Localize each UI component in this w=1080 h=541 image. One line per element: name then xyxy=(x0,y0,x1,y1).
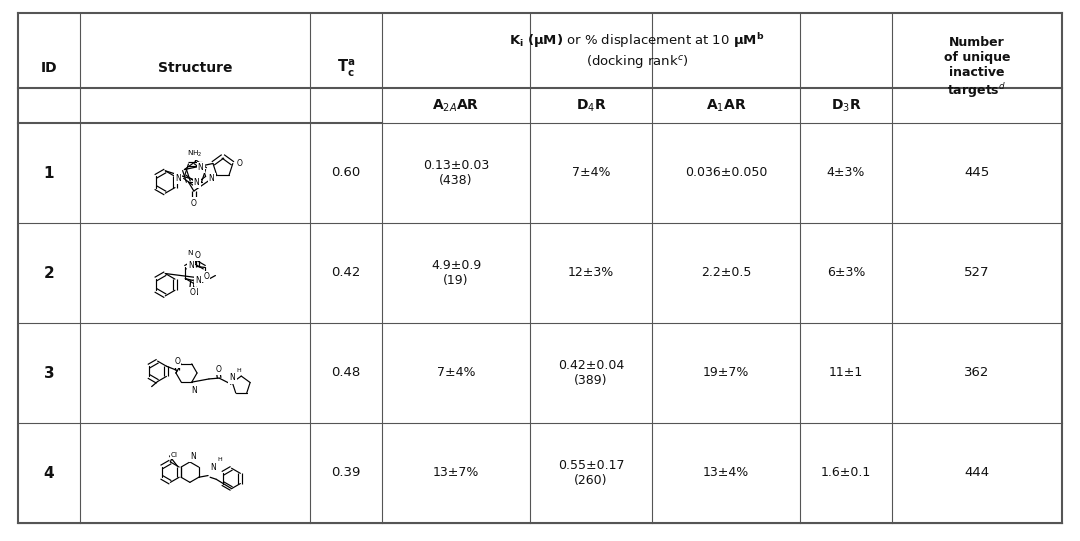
Text: O: O xyxy=(215,365,221,374)
Text: N: N xyxy=(208,174,215,183)
Text: 0.60: 0.60 xyxy=(332,167,361,180)
Text: 0.42±0.04
(389): 0.42±0.04 (389) xyxy=(558,359,624,387)
Text: N: N xyxy=(193,177,200,187)
Text: H: H xyxy=(218,457,222,462)
Text: Structure: Structure xyxy=(158,61,232,75)
Text: NH$_2$: NH$_2$ xyxy=(187,149,203,159)
Text: O: O xyxy=(237,159,243,168)
Text: 2.2±0.5: 2.2±0.5 xyxy=(701,267,752,280)
Text: N: N xyxy=(230,373,235,382)
Text: Cl: Cl xyxy=(171,452,178,458)
Text: N: N xyxy=(176,174,181,183)
Text: N: N xyxy=(190,452,195,461)
Text: N: N xyxy=(191,386,197,394)
Text: 362: 362 xyxy=(964,366,989,379)
Text: N: N xyxy=(194,276,201,285)
Text: O: O xyxy=(194,251,201,260)
Text: 527: 527 xyxy=(964,267,989,280)
Text: 0.036±0.050: 0.036±0.050 xyxy=(685,167,767,180)
Text: A$_1$AR: A$_1$AR xyxy=(705,97,746,114)
Text: 1.6±0.1: 1.6±0.1 xyxy=(821,466,872,479)
Text: A$_{2A}$AR: A$_{2A}$AR xyxy=(432,97,480,114)
Text: 0.55±0.17
(260): 0.55±0.17 (260) xyxy=(557,459,624,487)
Text: O: O xyxy=(191,199,197,208)
Text: N: N xyxy=(192,288,198,296)
Text: ID: ID xyxy=(41,61,57,75)
Text: 19±7%: 19±7% xyxy=(703,366,750,379)
Text: Number
of unique
inactive
targets$^d$: Number of unique inactive targets$^d$ xyxy=(944,36,1010,100)
Text: 0.13±0.03
(438): 0.13±0.03 (438) xyxy=(423,159,489,187)
Text: 3: 3 xyxy=(43,366,54,380)
Text: 7±4%: 7±4% xyxy=(436,366,475,379)
Text: 13±7%: 13±7% xyxy=(433,466,480,479)
Text: N: N xyxy=(198,163,203,172)
Text: 0.42: 0.42 xyxy=(332,267,361,280)
Text: 4±3%: 4±3% xyxy=(827,167,865,180)
Text: 6±3%: 6±3% xyxy=(827,267,865,280)
Text: $\mathbf{K_i}$ $\mathbf{(\mu M)}$ or % displacement at 10 $\mathbf{\mu M^b}$
(do: $\mathbf{K_i}$ $\mathbf{(\mu M)}$ or % d… xyxy=(510,31,765,70)
Text: 4.9±0.9
(19): 4.9±0.9 (19) xyxy=(431,259,481,287)
Text: 12±3%: 12±3% xyxy=(568,267,615,280)
Text: 445: 445 xyxy=(964,167,989,180)
Text: H: H xyxy=(237,368,241,373)
Text: O: O xyxy=(203,272,210,281)
Text: 13±4%: 13±4% xyxy=(703,466,750,479)
Text: 0.48: 0.48 xyxy=(332,366,361,379)
Text: $\mathbf{T_c^a}$: $\mathbf{T_c^a}$ xyxy=(337,57,355,78)
Text: 444: 444 xyxy=(964,466,989,479)
Text: D$_3$R: D$_3$R xyxy=(831,97,862,114)
Text: NH$_2$: NH$_2$ xyxy=(187,249,203,259)
Text: O: O xyxy=(190,288,195,298)
Text: 0.39: 0.39 xyxy=(332,466,361,479)
Text: 2: 2 xyxy=(43,266,54,280)
Text: N: N xyxy=(189,261,194,270)
Text: 1: 1 xyxy=(44,166,54,181)
Text: 7±4%: 7±4% xyxy=(571,167,610,180)
Text: N: N xyxy=(211,463,216,472)
Text: 11±1: 11±1 xyxy=(828,366,863,379)
Text: O: O xyxy=(174,358,180,366)
Text: 4: 4 xyxy=(43,465,54,480)
Text: D$_4$R: D$_4$R xyxy=(576,97,606,114)
